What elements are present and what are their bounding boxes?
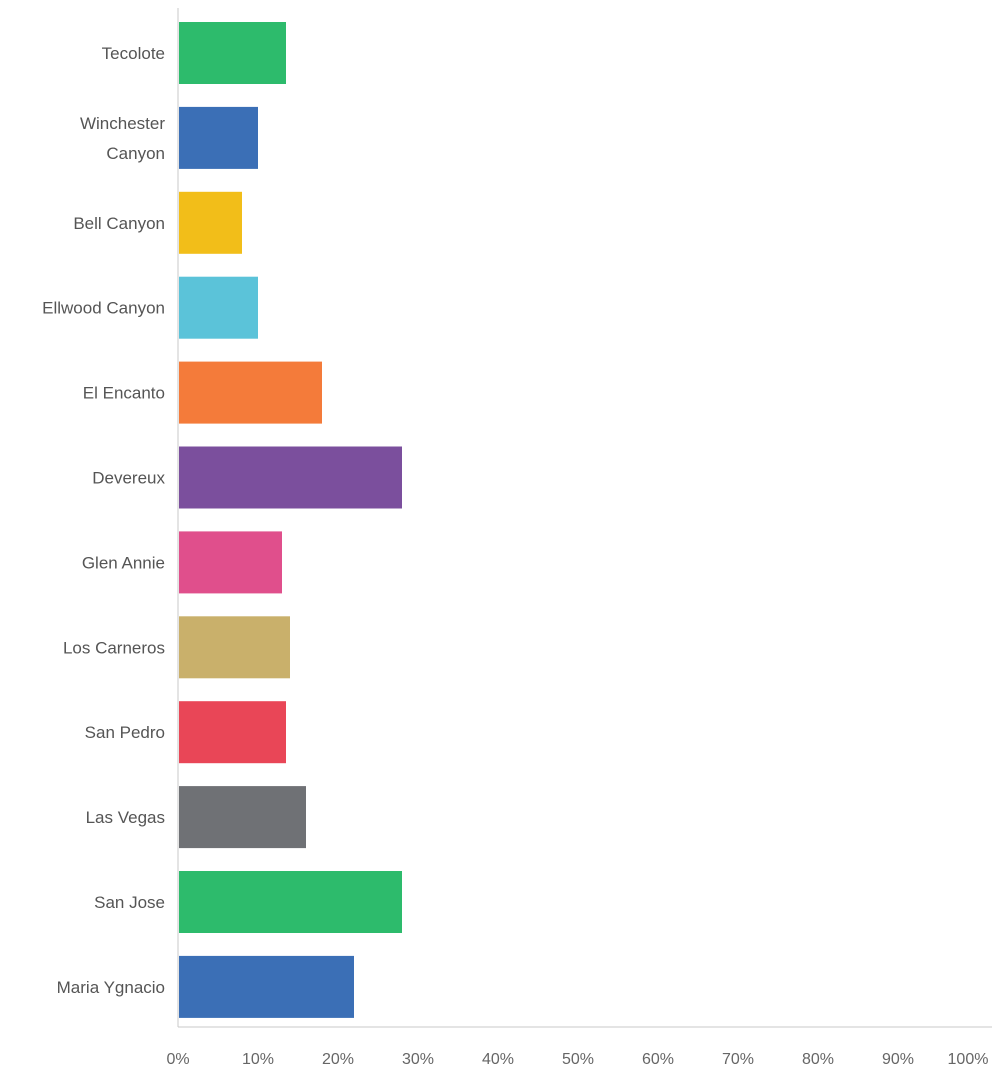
- category-label-2: Bell Canyon: [73, 214, 165, 233]
- x-tick-label-5: 50%: [562, 1051, 594, 1068]
- bar-7: [179, 616, 290, 679]
- x-tick-label-3: 30%: [402, 1051, 434, 1068]
- bar-2: [179, 191, 242, 254]
- category-label-3: Ellwood Canyon: [42, 299, 165, 318]
- bar-0: [179, 22, 286, 84]
- x-tick-label-2: 20%: [322, 1051, 354, 1068]
- x-tick-label-1: 10%: [242, 1051, 274, 1068]
- bars-group: [179, 22, 402, 1018]
- category-label-9: Las Vegas: [86, 808, 165, 827]
- x-tick-label-6: 60%: [642, 1051, 674, 1068]
- category-label-8: San Pedro: [85, 723, 165, 742]
- bar-1: [179, 106, 258, 169]
- category-label-4: El Encanto: [83, 384, 165, 403]
- x-tick-label-0: 0%: [166, 1051, 189, 1068]
- category-labels: Tecolote Winchester Canyon Bell Canyon Ellwo…: [42, 44, 165, 997]
- x-tick-label-7: 70%: [722, 1051, 754, 1068]
- x-axis-ticks: 0% 10% 20% 30% 40% 50% 60% 70% 80% 90% 100%: [166, 1051, 988, 1068]
- bar-3: [179, 276, 258, 339]
- bar-9: [179, 786, 306, 849]
- category-label-1: Winchester Canyon: [80, 114, 165, 163]
- bar-11: [179, 955, 354, 1018]
- category-label-10: San Jose: [94, 893, 165, 912]
- bar-8: [179, 701, 286, 764]
- x-tick-label-8: 80%: [802, 1051, 834, 1068]
- category-label-6: Glen Annie: [82, 553, 165, 572]
- bar-5: [179, 446, 402, 509]
- x-tick-label-9: 90%: [882, 1051, 914, 1068]
- category-label-7: Los Carneros: [63, 638, 165, 657]
- category-label-11: Maria Ygnacio: [57, 978, 165, 997]
- category-label-0: Tecolote: [102, 44, 165, 63]
- bar-10: [179, 871, 402, 933]
- x-tick-label-4: 40%: [482, 1051, 514, 1068]
- bar-6: [179, 531, 282, 594]
- category-label-5: Devereux: [92, 469, 165, 488]
- bar-4: [179, 361, 322, 424]
- x-tick-label-10: 100%: [948, 1051, 989, 1068]
